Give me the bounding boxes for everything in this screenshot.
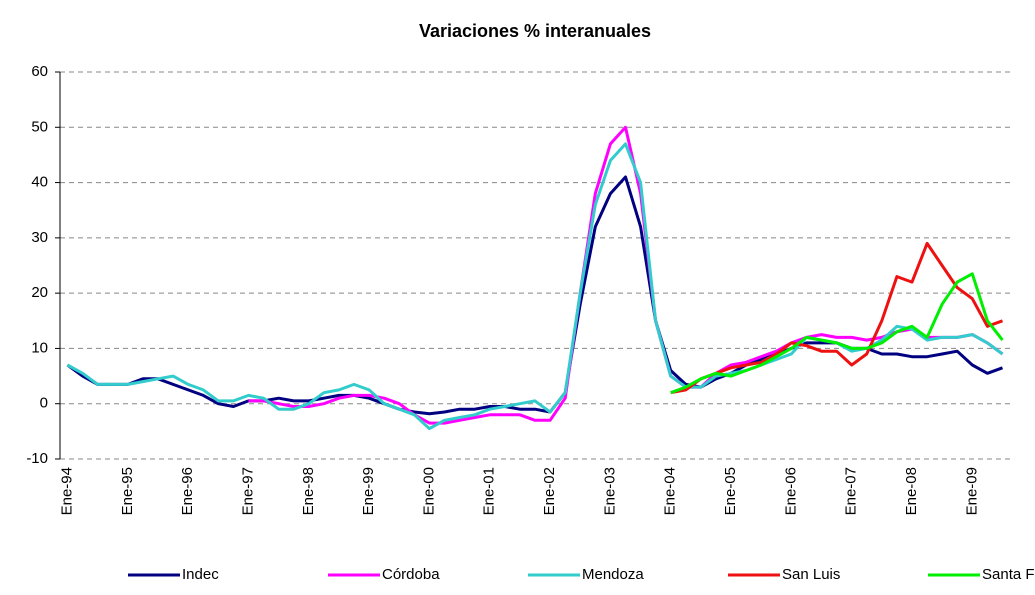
legend-label: Córdoba [382, 566, 440, 583]
x-tick-label: Ene-95 [119, 467, 136, 515]
x-tick-label: Ene-98 [300, 467, 317, 515]
x-tick-label: Ene-94 [59, 467, 76, 515]
y-tick-label: 10 [31, 339, 48, 356]
x-tick-label: Ene-09 [963, 467, 980, 515]
y-tick-label: 60 [31, 63, 48, 80]
series-line [248, 125, 1004, 425]
y-tick-label: -10 [26, 450, 48, 467]
x-tick-label: Ene-05 [722, 467, 739, 515]
x-tick-label: Ene-01 [481, 467, 498, 515]
x-tick-label: Ene-96 [179, 467, 196, 515]
x-tick-label: Ene-00 [420, 467, 437, 515]
y-tick-label: 50 [31, 118, 48, 135]
x-tick-label: Ene-97 [239, 467, 256, 515]
legend-label: Indec [182, 566, 219, 583]
x-tick-label: Ene-04 [662, 467, 679, 515]
x-tick-label: Ene-99 [360, 467, 377, 515]
x-tick-label: Ene-06 [782, 467, 799, 515]
legend-label: San Luis [782, 566, 840, 583]
x-tick-label: Ene-07 [843, 467, 860, 515]
y-tick-label: 0 [40, 395, 48, 412]
y-tick-label: 40 [31, 174, 48, 191]
x-tick-label: Ene-08 [903, 467, 920, 515]
legend-label: Santa Fe [982, 566, 1035, 583]
series-line [670, 272, 1004, 395]
y-tick-label: 20 [31, 284, 48, 301]
series-line [66, 175, 1004, 416]
legend-label: Mendoza [582, 566, 644, 583]
series-line [670, 241, 1004, 395]
chart-title: Variaciones % interanuales [419, 21, 651, 41]
y-tick-label: 30 [31, 229, 48, 246]
x-tick-label: Ene-02 [541, 467, 558, 515]
x-tick-label: Ene-03 [601, 467, 618, 515]
series-line [66, 142, 1004, 431]
